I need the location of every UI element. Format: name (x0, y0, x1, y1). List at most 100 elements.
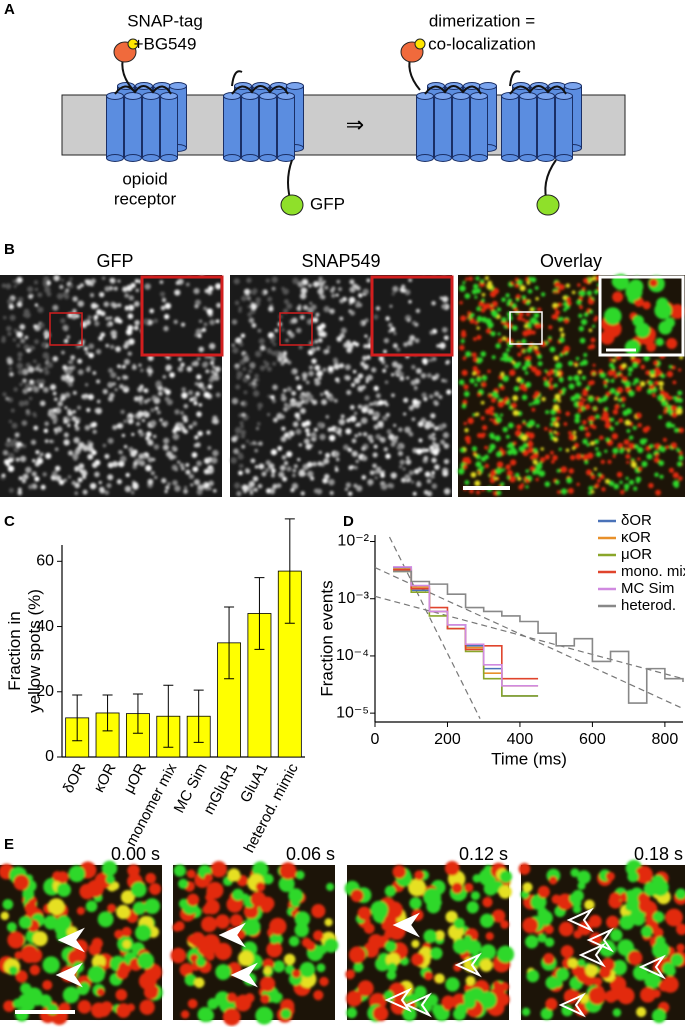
spot (463, 465, 468, 470)
spot (102, 277, 105, 280)
spot (558, 302, 562, 306)
spot (360, 322, 363, 325)
spot (272, 385, 278, 391)
spot (292, 474, 296, 478)
spot (249, 481, 255, 487)
spot (514, 386, 519, 391)
helix-bottom (107, 155, 124, 162)
spot (666, 422, 672, 428)
spot (312, 400, 317, 405)
spot (341, 328, 347, 334)
spot (631, 458, 634, 461)
spot (88, 343, 94, 349)
spot (213, 489, 216, 492)
spot (481, 382, 486, 387)
spot (577, 483, 580, 486)
spot (525, 371, 528, 374)
spot (497, 946, 514, 963)
spot (309, 302, 312, 305)
spot (117, 280, 120, 283)
spot (106, 483, 111, 488)
spot (427, 479, 432, 484)
spot (253, 476, 258, 481)
spot (249, 442, 252, 445)
spot (187, 894, 199, 906)
spot (72, 454, 78, 460)
spot (177, 461, 180, 464)
spot (646, 453, 652, 459)
spot (197, 357, 200, 360)
spot (45, 453, 51, 459)
spot (473, 357, 478, 362)
spot (572, 447, 575, 450)
spot (515, 430, 522, 437)
spot (646, 342, 656, 352)
spot (281, 328, 285, 332)
spot (82, 445, 89, 452)
spot (148, 373, 152, 377)
spot (613, 1008, 621, 1016)
spot (672, 380, 676, 384)
spot (201, 916, 217, 932)
spot (151, 471, 155, 475)
x-tick-label: κOR (91, 761, 120, 796)
spot (655, 453, 659, 457)
spot (144, 389, 147, 392)
spot (336, 294, 339, 297)
spot (606, 916, 619, 929)
spot (339, 363, 344, 368)
spot (474, 480, 480, 486)
spot (47, 292, 52, 297)
spot (208, 481, 214, 487)
spot (583, 398, 586, 401)
spot (654, 381, 659, 386)
spot (633, 487, 637, 491)
spot (207, 446, 211, 450)
spot (353, 484, 357, 488)
spot (9, 372, 13, 376)
spot (431, 471, 434, 474)
spot (183, 489, 188, 494)
spot (154, 476, 157, 479)
spot (196, 374, 201, 379)
spot (598, 398, 603, 403)
spot (255, 1007, 273, 1025)
spot (505, 293, 509, 297)
spot (363, 432, 367, 436)
spot (652, 941, 670, 959)
spot (212, 366, 215, 369)
spot (416, 368, 422, 374)
spot (18, 369, 23, 374)
spot (9, 367, 12, 370)
spot (665, 966, 676, 977)
spot (98, 911, 114, 927)
spot (18, 297, 23, 302)
spot (346, 390, 351, 395)
helix (556, 96, 573, 158)
spot (507, 444, 511, 448)
spot (635, 323, 650, 338)
spot (185, 470, 190, 475)
spot (502, 427, 507, 432)
spot (520, 285, 526, 291)
spot (85, 425, 91, 431)
spot (615, 392, 620, 397)
spot (383, 350, 387, 354)
spot (556, 362, 563, 369)
spot (209, 343, 215, 349)
spot (435, 974, 445, 984)
spot (52, 305, 58, 311)
diagram-a: SNAP-tag +BG549 opioid receptor GFP dime… (62, 11, 625, 215)
spot (47, 281, 51, 285)
spot (61, 279, 64, 282)
spot (501, 297, 506, 302)
spot (638, 467, 642, 471)
spot (117, 377, 120, 380)
spot (512, 395, 518, 401)
spot (543, 953, 554, 964)
spot (570, 396, 575, 401)
spot (494, 413, 498, 417)
spot (637, 457, 640, 460)
spot (462, 281, 465, 284)
spot (521, 483, 524, 486)
